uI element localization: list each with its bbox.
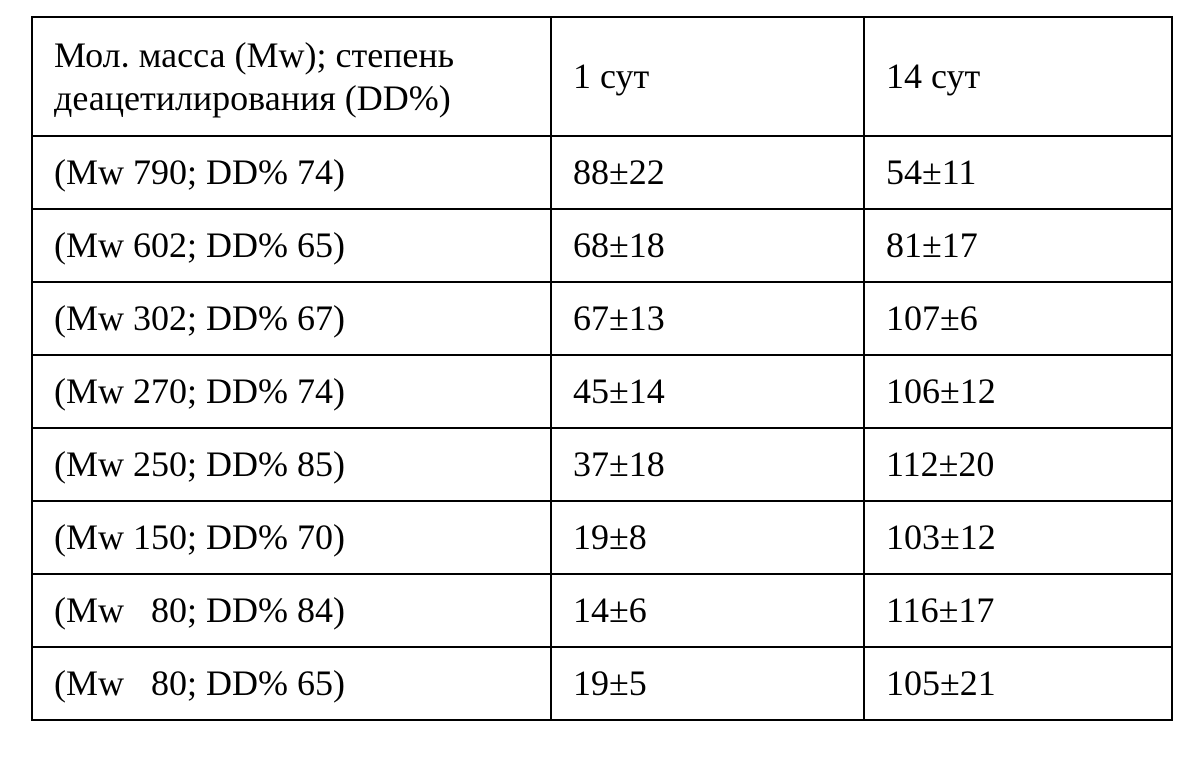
value-cell-day14: 81±17 bbox=[863, 208, 1173, 283]
value-cell-day1: 19±8 bbox=[550, 500, 865, 575]
col-header-sample: Мол. масса (Mw); степень деацетилировани… bbox=[31, 16, 552, 137]
value-cell-day1: 88±22 bbox=[550, 135, 865, 210]
sample-label-cell: (Mw 150; DD% 70) bbox=[31, 500, 552, 575]
sample-label-cell: (Mw 270; DD% 74) bbox=[31, 354, 552, 429]
table-row: (Mw 250; DD% 85) 37±18 112±20 bbox=[31, 427, 1173, 502]
table-row: (Mw 790; DD% 74) 88±22 54±11 bbox=[31, 135, 1173, 210]
header-row: Мол. масса (Mw); степень деацетилировани… bbox=[31, 16, 1173, 137]
sample-label-cell: (Mw 302; DD% 67) bbox=[31, 281, 552, 356]
table-row: (Mw 602; DD% 65) 68±18 81±17 bbox=[31, 208, 1173, 283]
value-cell-day14: 106±12 bbox=[863, 354, 1173, 429]
sample-label-cell: (Mw 790; DD% 74) bbox=[31, 135, 552, 210]
sample-label-cell: (Mw 250; DD% 85) bbox=[31, 427, 552, 502]
col-header-day1: 1 сут bbox=[550, 16, 865, 137]
table-row: (Mw 270; DD% 74) 45±14 106±12 bbox=[31, 354, 1173, 429]
value-cell-day1: 67±13 bbox=[550, 281, 865, 356]
value-cell-day14: 116±17 bbox=[863, 573, 1173, 648]
value-cell-day1: 68±18 bbox=[550, 208, 865, 283]
table-row: (Mw 80; DD% 84) 14±6 116±17 bbox=[31, 573, 1173, 648]
sample-label-cell: (Mw 80; DD% 65) bbox=[31, 646, 552, 721]
table-row: (Mw 302; DD% 67) 67±13 107±6 bbox=[31, 281, 1173, 356]
value-cell-day14: 54±11 bbox=[863, 135, 1173, 210]
value-cell-day14: 107±6 bbox=[863, 281, 1173, 356]
table-row: (Mw 80; DD% 65) 19±5 105±21 bbox=[31, 646, 1173, 721]
value-cell-day14: 112±20 bbox=[863, 427, 1173, 502]
value-cell-day1: 19±5 bbox=[550, 646, 865, 721]
value-cell-day1: 37±18 bbox=[550, 427, 865, 502]
table-row: (Mw 150; DD% 70) 19±8 103±12 bbox=[31, 500, 1173, 575]
value-cell-day14: 103±12 bbox=[863, 500, 1173, 575]
value-cell-day1: 14±6 bbox=[550, 573, 865, 648]
col-header-day14: 14 сут bbox=[863, 16, 1173, 137]
results-table: Мол. масса (Mw); степень деацетилировани… bbox=[31, 16, 1173, 721]
sample-label-cell: (Mw 602; DD% 65) bbox=[31, 208, 552, 283]
value-cell-day14: 105±21 bbox=[863, 646, 1173, 721]
sample-label-cell: (Mw 80; DD% 84) bbox=[31, 573, 552, 648]
value-cell-day1: 45±14 bbox=[550, 354, 865, 429]
